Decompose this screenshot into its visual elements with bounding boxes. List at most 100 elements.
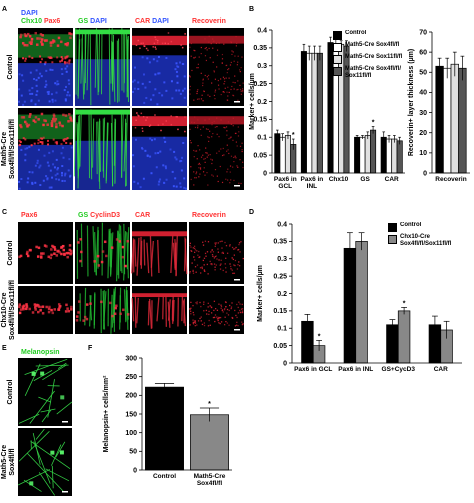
cell	[241, 321, 243, 323]
cell	[225, 271, 227, 273]
cell	[194, 320, 196, 323]
cell	[63, 138, 66, 141]
fiber	[131, 240, 135, 274]
cell	[235, 324, 238, 326]
fiber	[108, 28, 111, 105]
fiber	[127, 39, 129, 103]
layer	[18, 144, 73, 190]
dendrite	[51, 465, 54, 489]
cell	[164, 42, 167, 45]
cell	[200, 316, 202, 318]
cell	[46, 177, 49, 180]
cell	[41, 142, 44, 145]
cell	[217, 318, 220, 320]
fiber	[98, 30, 101, 93]
cell	[191, 250, 193, 252]
cell	[198, 176, 200, 178]
fiber	[92, 226, 96, 273]
cell	[211, 124, 213, 126]
image	[75, 286, 130, 334]
cell	[18, 305, 21, 309]
cell	[209, 130, 211, 132]
panel-letter: A	[2, 6, 7, 13]
fiber	[170, 235, 174, 274]
cell	[77, 311, 80, 314]
bar	[284, 135, 291, 174]
cell	[218, 136, 220, 138]
y-tick-label: 0.3	[277, 256, 287, 263]
layer	[75, 109, 130, 115]
legend-entry: Math5-Cre Sox4fl/fl	[333, 42, 407, 52]
cell	[230, 307, 232, 310]
cell	[37, 99, 40, 102]
cell	[144, 86, 147, 89]
cell	[58, 251, 62, 254]
cell	[192, 304, 194, 307]
cell	[89, 302, 92, 305]
cell	[68, 62, 71, 65]
cell	[231, 53, 233, 56]
cell	[225, 126, 228, 128]
y-tick-label: 0.05	[273, 343, 287, 350]
cell	[220, 148, 222, 150]
cell	[180, 44, 182, 46]
cell	[202, 82, 204, 84]
fiber	[105, 122, 108, 184]
label-part: DAPI	[21, 10, 38, 17]
cell	[199, 149, 201, 151]
cell	[237, 135, 240, 137]
cell	[236, 89, 238, 91]
cell	[126, 239, 129, 243]
cell	[209, 260, 211, 263]
cell	[146, 154, 149, 157]
cell	[164, 165, 167, 168]
cell	[195, 177, 197, 179]
cell	[64, 172, 67, 175]
cell	[207, 273, 209, 275]
cell	[26, 250, 29, 254]
cell	[70, 146, 73, 149]
label-part: GS	[78, 18, 88, 25]
error-bar	[318, 45, 322, 61]
column-label: CAR	[135, 212, 150, 219]
cell	[52, 138, 55, 141]
cell	[156, 42, 159, 44]
cell	[239, 88, 242, 91]
layer	[132, 116, 187, 127]
cell	[65, 138, 68, 141]
cell	[133, 180, 136, 183]
cell	[39, 309, 42, 312]
cell	[200, 46, 202, 49]
cell	[85, 303, 89, 306]
cell	[51, 68, 54, 71]
cell	[48, 186, 51, 189]
cell	[237, 80, 239, 82]
cell	[181, 46, 184, 49]
y-tick-label: 60	[419, 49, 427, 56]
cell	[63, 174, 66, 177]
error-bar	[358, 232, 365, 251]
cell	[240, 182, 242, 185]
cell	[216, 318, 219, 320]
cell	[235, 45, 237, 47]
fiber	[148, 298, 153, 329]
cell	[222, 252, 225, 254]
error-bar	[387, 135, 391, 143]
y-tick-label: 0.3	[257, 63, 267, 70]
fiber	[73, 108, 76, 177]
y-tick-label: 150	[125, 411, 137, 418]
cell	[197, 89, 199, 91]
dendrite	[24, 363, 41, 397]
cell	[202, 84, 204, 87]
cell	[217, 251, 220, 253]
cell	[175, 62, 178, 65]
y-tick-label: 0.15	[253, 117, 267, 124]
cell	[229, 244, 231, 246]
cell	[226, 150, 228, 152]
cell	[36, 303, 40, 307]
cell	[36, 37, 39, 40]
cell	[165, 167, 168, 170]
cell	[154, 88, 157, 91]
cell	[44, 85, 47, 88]
cell	[202, 171, 205, 173]
